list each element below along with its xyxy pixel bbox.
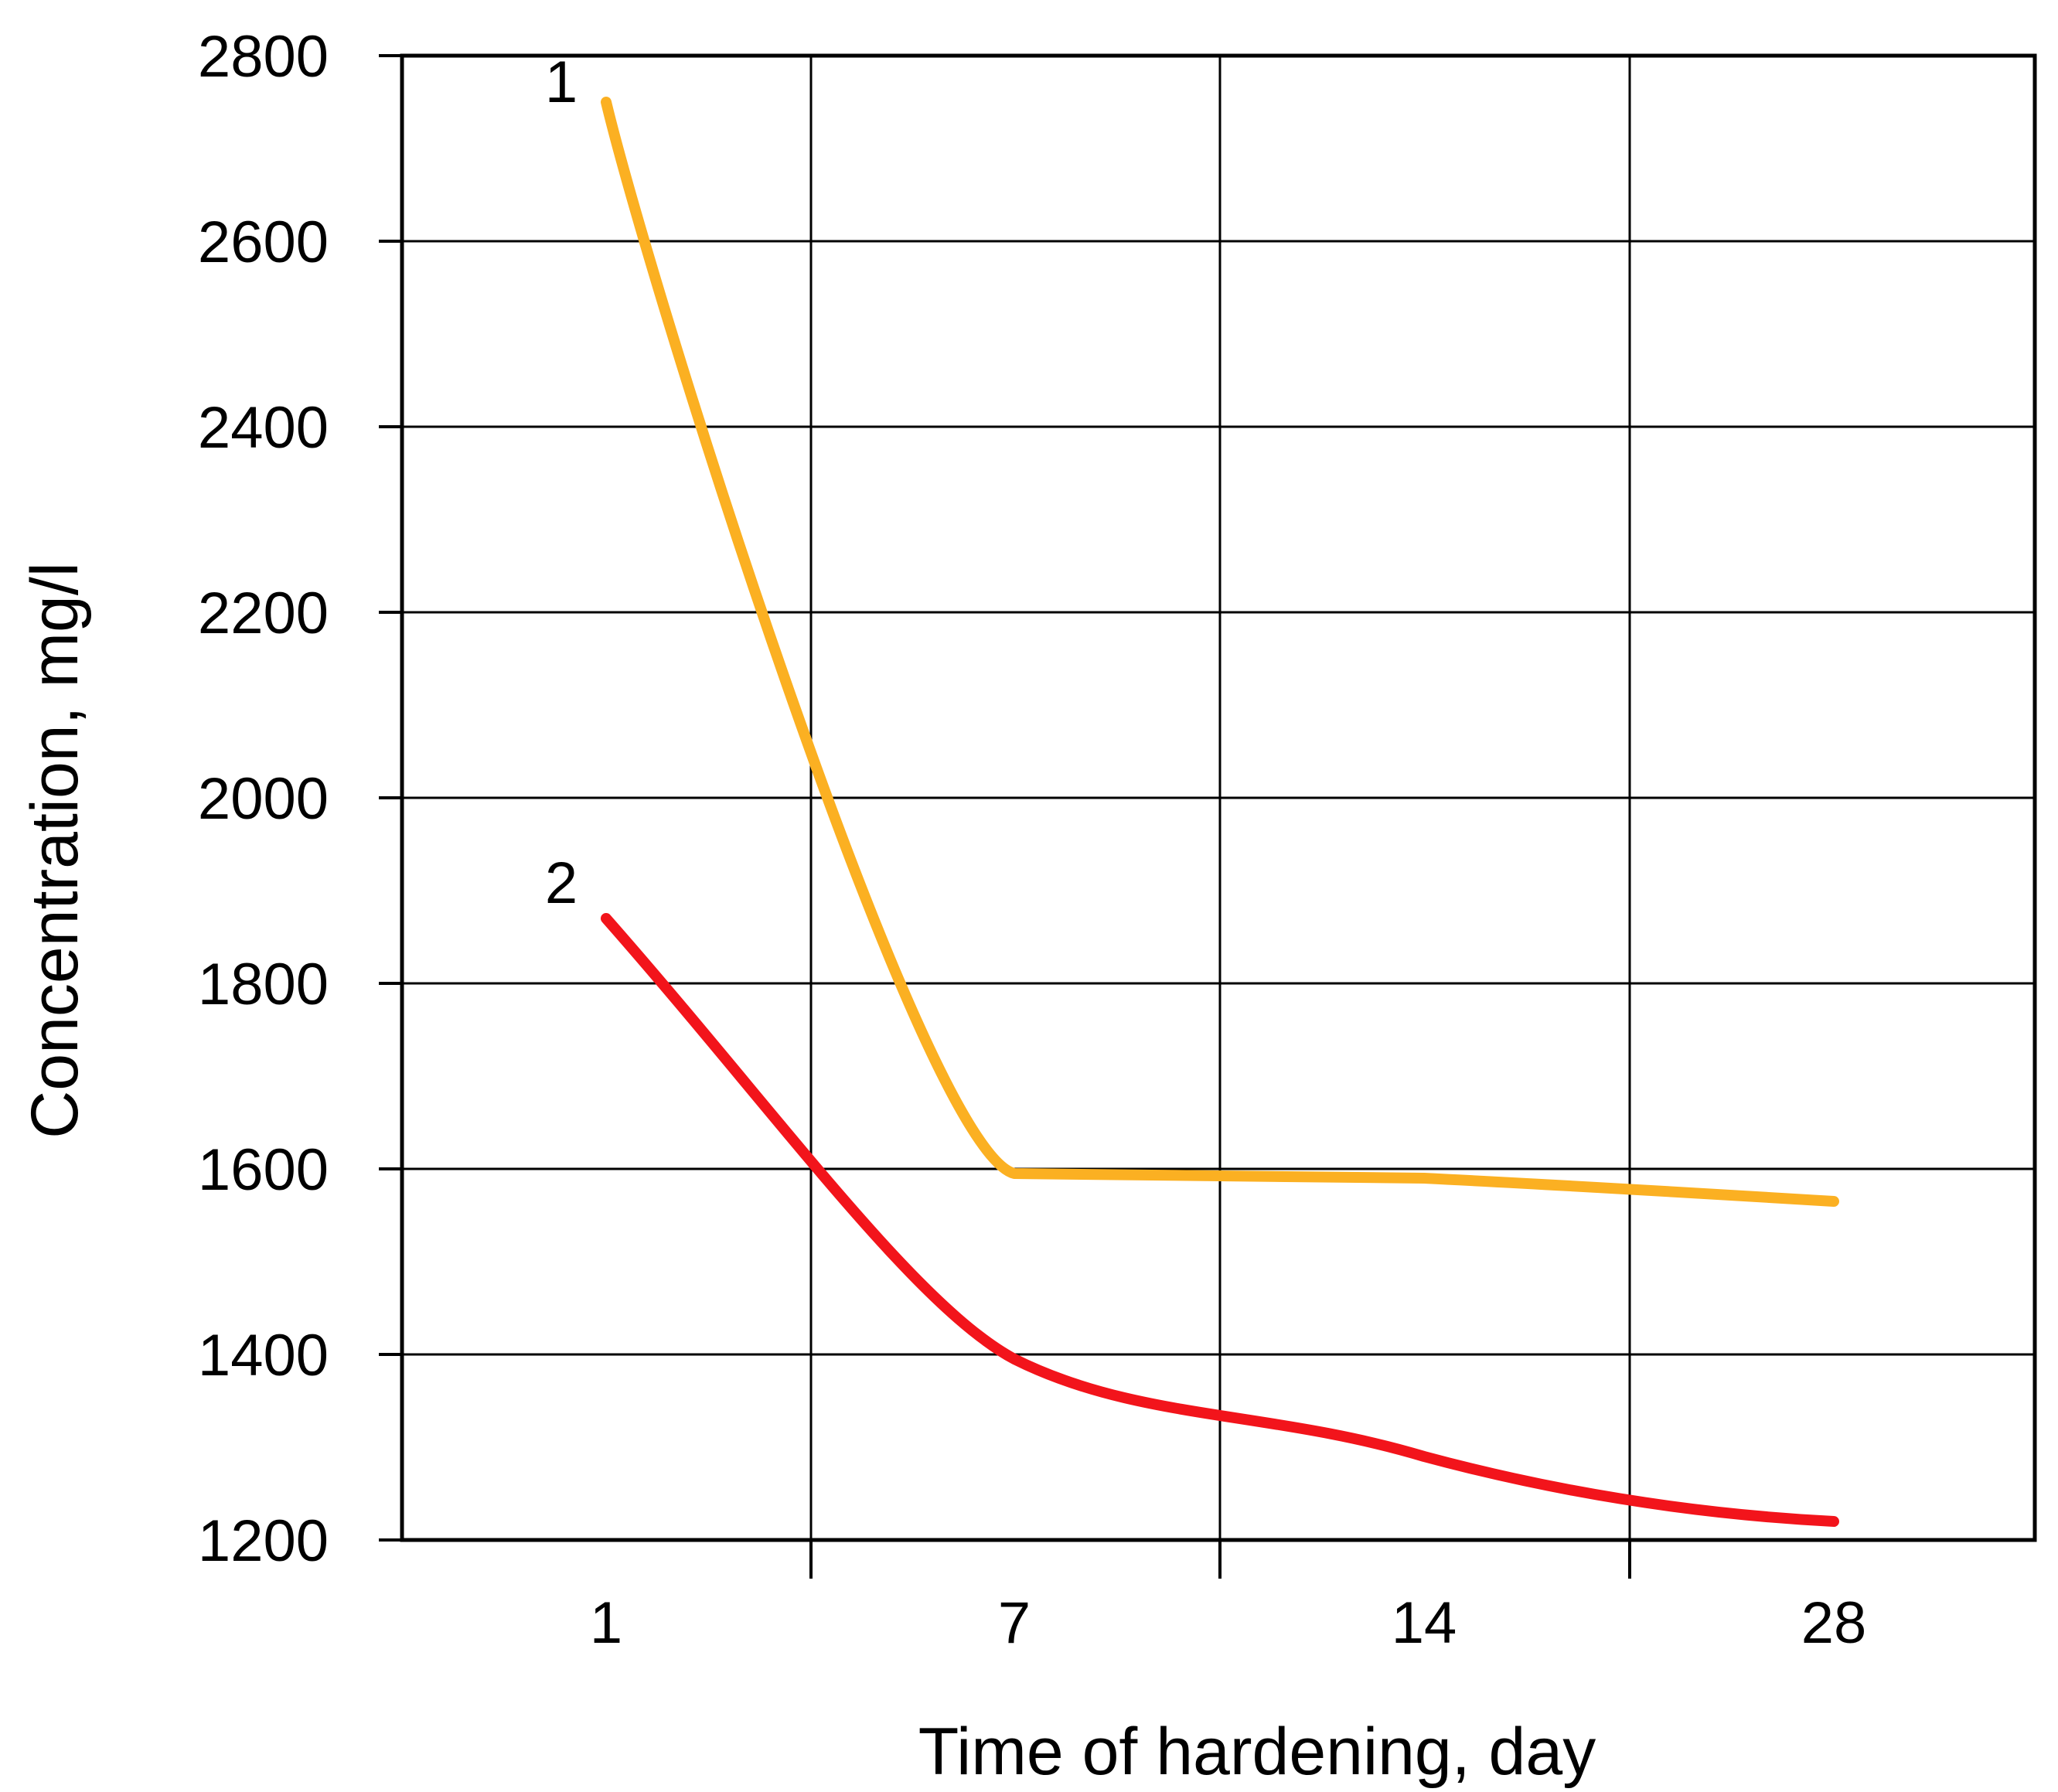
data-point: [1423, 1177, 1425, 1179]
x-tick-labels: 1 7 14 28: [590, 1590, 1866, 1656]
x-tick-label: 1: [590, 1590, 622, 1656]
x-tick-label: 7: [998, 1590, 1031, 1656]
y-tick-label: 1600: [198, 1137, 329, 1203]
y-tick-label: 1200: [198, 1508, 329, 1574]
y-tick-label: 1400: [198, 1323, 329, 1388]
data-point: [1833, 1521, 1835, 1522]
y-tick-label: 2200: [198, 581, 329, 646]
x-axis-title: Time of hardening, day: [918, 1715, 1596, 1789]
curve-label-1: 1: [545, 49, 578, 115]
y-tick-label: 2600: [198, 210, 329, 275]
x-tick-label: 28: [1801, 1590, 1867, 1656]
series-line-2: [601, 913, 1839, 1527]
y-tick-labels: 1200 1400 1600 1800 2000 2200 2400 2600 2800: [198, 24, 329, 1574]
curves: [601, 97, 1839, 1527]
y-tick-label: 2000: [198, 766, 329, 832]
y-tick-label: 2400: [198, 395, 329, 461]
data-point: [605, 101, 607, 103]
x-tick-label: 14: [1392, 1590, 1457, 1656]
tick-marks: [379, 54, 1631, 1579]
curve-labels: 12: [545, 49, 578, 916]
data-point: [1423, 1456, 1425, 1457]
series-line-1: [601, 97, 1839, 1207]
curve-label-2: 2: [545, 850, 578, 916]
data-point: [1014, 1358, 1015, 1360]
data-point: [1833, 1201, 1835, 1202]
data-point: [605, 918, 607, 919]
y-tick-label: 1800: [198, 952, 329, 1017]
y-axis-title: Concentration, mg/l: [18, 562, 92, 1139]
plot-frame: [400, 53, 2037, 1542]
grid: [402, 54, 2035, 1542]
y-tick-label: 2800: [198, 24, 329, 90]
